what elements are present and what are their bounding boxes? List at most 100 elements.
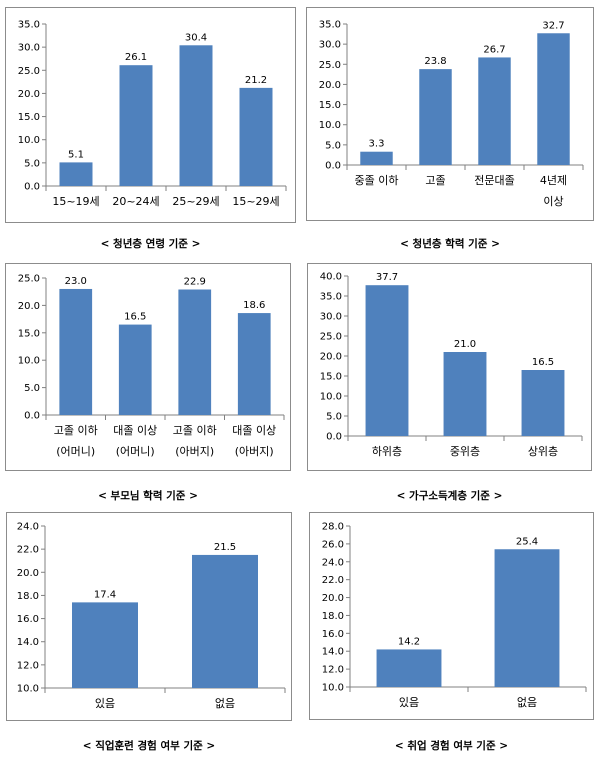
category-label: 있음 [95, 697, 115, 710]
y-tick-label: 0.0 [326, 432, 342, 443]
y-tick-label: 16.0 [322, 629, 344, 640]
y-tick-label: 15.0 [18, 328, 40, 339]
bar [118, 324, 152, 415]
chart-panel-education: 0.0 5.0 10.0 15.0 20.0 25.0 30.0 35.0 3.3 중졸 이하 23… [306, 7, 594, 221]
category-label: 하위층 [372, 444, 402, 458]
data-label: 22.9 [184, 277, 206, 288]
y-tick-label: 28.0 [322, 522, 344, 533]
category-label: 25~29세 [172, 195, 219, 208]
y-tick-label: 26.0 [322, 539, 344, 550]
y-tick-label: 20.0 [319, 80, 341, 91]
y-tick-label: 25.0 [320, 332, 342, 343]
y-tick-label: 5.0 [325, 140, 341, 151]
bar [478, 57, 511, 165]
caption-education: < 청년층 학력 기준 > [400, 238, 500, 250]
y-tick-label: 20.0 [17, 568, 39, 579]
category-label: (어머니) [56, 445, 95, 458]
data-label: 16.5 [532, 357, 554, 368]
category-label: 이상 [543, 195, 563, 208]
y-tick-label: 16.0 [17, 614, 39, 625]
y-tick-label: 30.0 [18, 43, 40, 54]
y-tick-label: 10.0 [18, 135, 40, 146]
y-tick-label: 20.0 [320, 352, 342, 363]
category-label: 없음 [215, 697, 235, 710]
data-label: 3.3 [369, 139, 385, 150]
data-label: 16.5 [124, 312, 146, 323]
y-tick-label: 20.0 [322, 593, 344, 604]
y-tick-label: 10.0 [322, 683, 344, 694]
data-label: 21.2 [245, 75, 267, 86]
y-tick-label: 14.0 [322, 647, 344, 658]
data-label: 32.7 [542, 20, 564, 31]
caption-employment: < 취업 경험 여부 기준 > [394, 740, 509, 752]
category-label: 전문대졸 [474, 174, 514, 187]
category-label: 없음 [517, 696, 537, 709]
data-label: 23.0 [65, 276, 87, 287]
bar [72, 602, 138, 688]
chart-svg-employment: 10.0 12.0 14.0 16.0 18.0 20.0 22.0 24.0 26.0 28.0… [322, 522, 587, 709]
category-label: 15~19세 [52, 195, 99, 208]
category-label: (아버지) [175, 445, 214, 458]
y-tick-label: 35.0 [319, 20, 341, 31]
category-label: 대졸 이상 [113, 424, 157, 437]
bar [419, 69, 452, 165]
data-label: 26.1 [125, 52, 147, 63]
bar [365, 285, 409, 436]
chart-panel-training: 10.0 12.0 14.0 16.0 18.0 20.0 22.0 24.0 17.4 있음 21… [6, 512, 292, 721]
y-tick-label: 10.0 [17, 684, 39, 695]
y-tick-label: 10.0 [18, 356, 40, 367]
bar [178, 289, 212, 415]
category-label: 대졸 이상 [232, 424, 276, 437]
chart-svg-training: 10.0 12.0 14.0 16.0 18.0 20.0 22.0 24.0 17.4 있음 21… [17, 522, 286, 710]
category-label: (어머니) [116, 445, 155, 458]
data-label: 30.4 [185, 32, 207, 43]
data-label: 21.0 [454, 339, 476, 350]
y-tick-label: 18.0 [322, 611, 344, 622]
data-label: 14.2 [398, 636, 420, 647]
y-tick-label: 18.0 [17, 591, 39, 602]
bar [59, 288, 93, 415]
chart-panel-age: 0.0 5.0 10.0 15.0 20.0 25.0 30.0 35.0 5.1 15~19세 2… [5, 7, 296, 223]
data-label: 17.4 [94, 589, 116, 600]
y-tick-label: 25.0 [18, 274, 40, 285]
y-tick-label: 12.0 [322, 665, 344, 676]
bar [376, 649, 442, 687]
bar [537, 33, 570, 165]
category-label: 20~24세 [112, 195, 159, 208]
y-tick-label: 25.0 [319, 60, 341, 71]
category-label: 15~29세 [232, 195, 279, 208]
y-tick-label: 15.0 [319, 100, 341, 111]
data-label: 21.5 [214, 542, 236, 553]
y-tick-label: 10.0 [319, 120, 341, 131]
y-tick-label: 35.0 [18, 20, 40, 31]
category-label: 4년제 [540, 174, 567, 187]
y-tick-label: 24.0 [322, 557, 344, 568]
y-tick-label: 5.0 [326, 412, 342, 423]
bar [119, 65, 153, 186]
y-tick-label: 10.0 [320, 392, 342, 403]
y-tick-label: 12.0 [17, 660, 39, 671]
y-tick-label: 20.0 [18, 301, 40, 312]
y-tick-label: 0.0 [24, 411, 40, 422]
data-label: 26.7 [483, 44, 505, 55]
bar [239, 87, 273, 186]
chart-svg-education: 0.0 5.0 10.0 15.0 20.0 25.0 30.0 35.0 3.3 중졸 이하 23… [319, 20, 584, 208]
y-tick-label: 15.0 [18, 112, 40, 123]
y-tick-label: 22.0 [322, 575, 344, 586]
caption-parent-education: < 부모님 학력 기준 > [98, 490, 198, 502]
bar [237, 313, 271, 415]
chart-panel-income: 0.0 5.0 10.0 15.0 20.0 25.0 30.0 35.0 40.0 37.7 하위… [307, 263, 592, 471]
y-tick-label: 40.0 [320, 272, 342, 283]
bar [179, 45, 213, 186]
y-tick-label: 30.0 [320, 312, 342, 323]
chart-svg-parent-education: 0.0 5.0 10.0 15.0 20.0 25.0 23.0 고졸 이하 (어머니) 16.5… [18, 274, 285, 458]
data-label: 25.4 [516, 536, 538, 547]
y-tick-label: 14.0 [17, 637, 39, 648]
chart-svg-income: 0.0 5.0 10.0 15.0 20.0 25.0 30.0 35.0 40.0 37.7 하위… [320, 272, 583, 458]
y-tick-label: 20.0 [18, 89, 40, 100]
caption-income: < 가구소득계층 기준 > [396, 490, 503, 502]
caption-training: < 직업훈련 경험 여부 기준 > [82, 740, 216, 752]
bar [59, 162, 93, 186]
data-label: 5.1 [68, 149, 84, 160]
y-tick-label: 5.0 [24, 383, 40, 394]
